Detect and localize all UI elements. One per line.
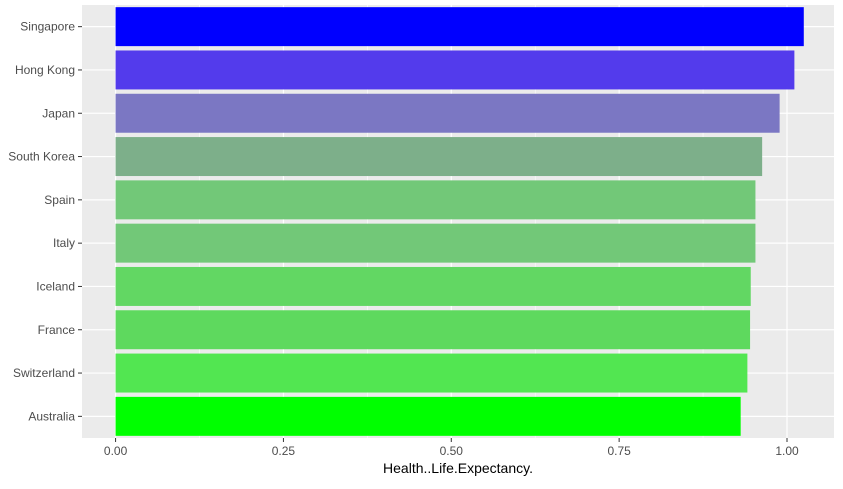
x-axis: 0.00 0.25 0.50 0.75 1.00 — [104, 438, 799, 458]
bar-spain — [115, 180, 756, 220]
bar-hong-kong — [115, 50, 795, 90]
x-tick-label: 1.00 — [775, 444, 799, 458]
y-tick-label: France — [38, 323, 76, 337]
y-tick-label: Switzerland — [13, 366, 75, 380]
y-tick-label: Hong Kong — [15, 63, 75, 77]
bar-italy — [115, 223, 756, 263]
bar-south-korea — [115, 137, 763, 177]
bar-iceland — [115, 266, 751, 306]
y-tick-label: Singapore — [20, 20, 75, 34]
y-tick-label: Iceland — [36, 279, 75, 293]
x-tick-label: 0.00 — [104, 444, 128, 458]
y-axis: Singapore Hong Kong Japan South Korea Spain I… — [8, 20, 82, 423]
bars — [115, 7, 804, 436]
y-tick-label: South Korea — [8, 150, 75, 164]
bar-australia — [115, 396, 741, 436]
bar-france — [115, 310, 751, 350]
bar-japan — [115, 93, 780, 133]
bar-singapore — [115, 7, 804, 47]
y-tick-label: Australia — [28, 409, 75, 423]
y-tick-label: Japan — [42, 106, 75, 120]
y-tick-label: Italy — [53, 236, 75, 250]
y-tick-label: Spain — [44, 193, 75, 207]
x-tick-label: 0.50 — [440, 444, 464, 458]
x-tick-label: 0.25 — [272, 444, 296, 458]
bar-switzerland — [115, 353, 748, 393]
x-tick-label: 0.75 — [607, 444, 631, 458]
x-axis-title: Health..Life.Expectancy. — [383, 460, 533, 476]
